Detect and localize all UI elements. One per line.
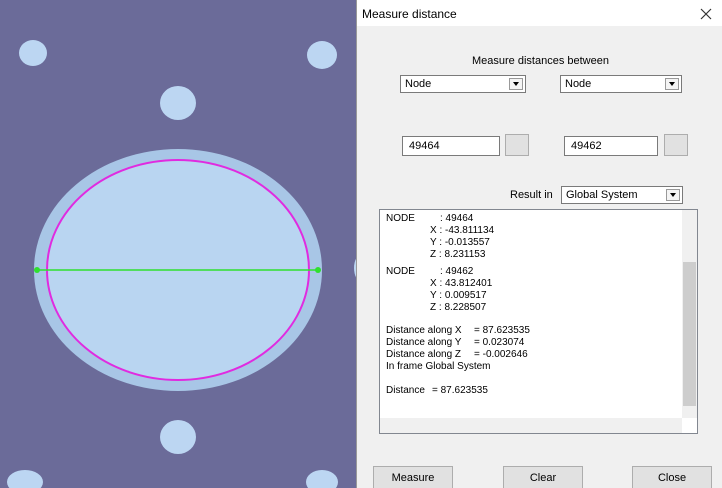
viewport bbox=[0, 0, 356, 488]
distance-value: = -0.002646 bbox=[474, 349, 528, 361]
total-value: = 87.623535 bbox=[432, 385, 488, 397]
frame-text: In frame Global System bbox=[386, 361, 490, 373]
header: Measure distances between bbox=[472, 55, 609, 67]
output-id: : 49464 bbox=[440, 213, 473, 225]
select-text: Node bbox=[565, 78, 591, 90]
result-label: Result in bbox=[510, 189, 553, 201]
select[interactable]: Node bbox=[400, 75, 526, 93]
node-input[interactable]: 49462 bbox=[564, 136, 658, 156]
close-button[interactable]: Close bbox=[632, 466, 712, 488]
clear-button[interactable]: Clear bbox=[503, 466, 583, 488]
select[interactable]: Global System bbox=[561, 186, 683, 204]
output-coord: Z : 8.228507 bbox=[430, 302, 486, 314]
select-text: Global System bbox=[566, 189, 638, 201]
output-id: : 49462 bbox=[440, 266, 473, 278]
dialog-title: Measure distance bbox=[362, 7, 457, 21]
h-scrollbar[interactable] bbox=[380, 418, 682, 433]
close-icon[interactable] bbox=[700, 8, 712, 20]
scroll-thumb[interactable] bbox=[683, 262, 696, 406]
node-point bbox=[315, 267, 321, 273]
hole bbox=[160, 86, 196, 120]
measure-button[interactable]: Measure bbox=[373, 466, 453, 488]
pick-button[interactable] bbox=[664, 134, 688, 156]
select[interactable]: Node bbox=[560, 75, 682, 93]
hole bbox=[307, 41, 337, 69]
hole bbox=[19, 40, 47, 66]
distance-label: Distance along Y bbox=[386, 337, 461, 349]
output-box bbox=[379, 209, 698, 434]
distance-label: Distance along X bbox=[386, 325, 462, 337]
distance-value: = 0.023074 bbox=[474, 337, 524, 349]
pick-button[interactable] bbox=[505, 134, 529, 156]
node-point bbox=[34, 267, 40, 273]
select-text: Node bbox=[405, 78, 431, 90]
output-coord: X : 43.812401 bbox=[430, 278, 492, 290]
hole bbox=[160, 420, 196, 454]
total-label: Distance bbox=[386, 385, 425, 397]
node-input[interactable]: 49464 bbox=[402, 136, 500, 156]
output-coord: Y : 0.009517 bbox=[430, 290, 487, 302]
output-coord: X : -43.811134 bbox=[430, 225, 494, 237]
output-label: NODE bbox=[386, 213, 415, 225]
output-coord: Y : -0.013557 bbox=[430, 237, 490, 249]
screen: Measure distance Measure distances betwe… bbox=[0, 0, 722, 488]
distance-value: = 87.623535 bbox=[474, 325, 530, 337]
output-coord: Z : 8.231153 bbox=[430, 249, 485, 261]
output-label: NODE bbox=[386, 266, 415, 278]
distance-label: Distance along Z bbox=[386, 349, 461, 361]
